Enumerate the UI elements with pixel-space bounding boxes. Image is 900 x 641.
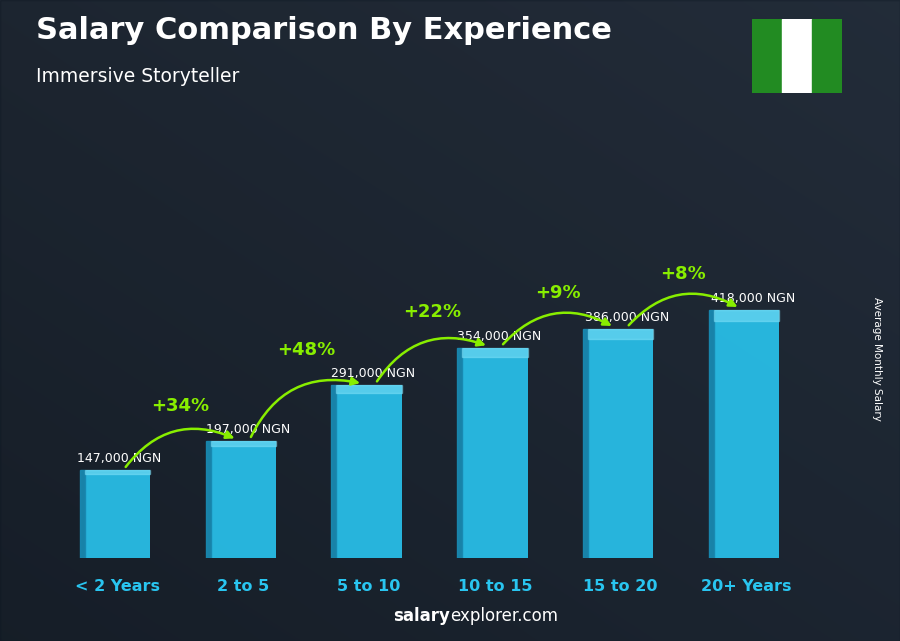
Bar bbox=[463, 347, 527, 558]
Bar bbox=[85, 470, 150, 558]
Text: +48%: +48% bbox=[277, 341, 336, 359]
Bar bbox=[714, 310, 779, 558]
Bar bbox=[211, 441, 276, 446]
Bar bbox=[337, 385, 401, 393]
Bar bbox=[331, 385, 337, 558]
Text: +34%: +34% bbox=[151, 397, 210, 415]
Text: +22%: +22% bbox=[403, 303, 461, 322]
Bar bbox=[588, 329, 653, 558]
Bar bbox=[85, 470, 150, 474]
Bar bbox=[457, 347, 463, 558]
Text: 2 to 5: 2 to 5 bbox=[217, 579, 270, 594]
Text: salary: salary bbox=[393, 607, 450, 625]
Bar bbox=[781, 19, 812, 93]
Bar bbox=[708, 310, 714, 558]
Bar bbox=[211, 441, 276, 558]
Text: < 2 Years: < 2 Years bbox=[76, 579, 160, 594]
Bar bbox=[80, 470, 85, 558]
Text: Immersive Storyteller: Immersive Storyteller bbox=[36, 67, 239, 87]
Text: explorer.com: explorer.com bbox=[450, 607, 558, 625]
Text: Salary Comparison By Experience: Salary Comparison By Experience bbox=[36, 16, 612, 45]
Bar bbox=[337, 385, 401, 558]
Bar bbox=[588, 329, 653, 339]
Bar bbox=[583, 329, 588, 558]
Text: +8%: +8% bbox=[661, 265, 707, 283]
Bar bbox=[812, 19, 842, 93]
Text: 197,000 NGN: 197,000 NGN bbox=[206, 423, 290, 436]
Text: 418,000 NGN: 418,000 NGN bbox=[711, 292, 796, 304]
Text: 291,000 NGN: 291,000 NGN bbox=[331, 367, 416, 380]
Text: +9%: +9% bbox=[535, 285, 581, 303]
Bar bbox=[463, 347, 527, 357]
Text: 5 to 10: 5 to 10 bbox=[338, 579, 400, 594]
Bar bbox=[206, 441, 211, 558]
Text: 354,000 NGN: 354,000 NGN bbox=[457, 329, 542, 342]
Bar bbox=[714, 310, 779, 320]
Text: 386,000 NGN: 386,000 NGN bbox=[585, 311, 670, 324]
Text: Average Monthly Salary: Average Monthly Salary bbox=[872, 297, 883, 421]
Text: 20+ Years: 20+ Years bbox=[701, 579, 791, 594]
Text: 15 to 20: 15 to 20 bbox=[583, 579, 658, 594]
Text: 147,000 NGN: 147,000 NGN bbox=[77, 453, 162, 465]
Text: 10 to 15: 10 to 15 bbox=[457, 579, 532, 594]
Bar bbox=[752, 19, 781, 93]
